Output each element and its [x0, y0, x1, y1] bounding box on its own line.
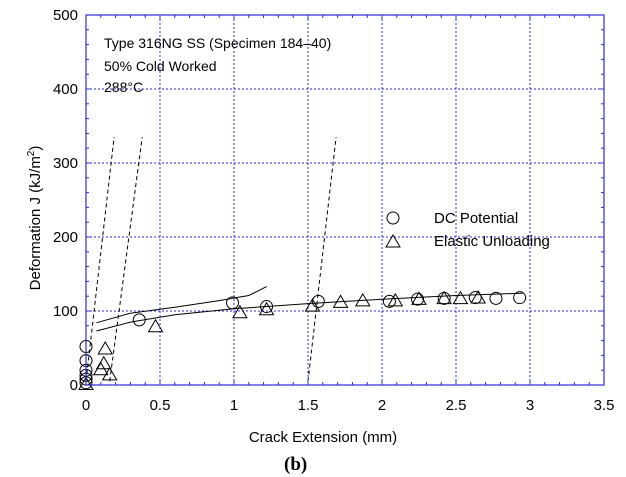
- data-markers: [78, 289, 527, 391]
- y-tick-label: 400: [53, 81, 78, 98]
- elastic-unloading-point: [97, 341, 114, 355]
- y-tick-label: 0: [70, 377, 78, 394]
- elastic-unloading-point: [101, 366, 118, 381]
- elastic-unloading-point: [258, 301, 275, 316]
- y-tick-label: 100: [53, 303, 78, 320]
- dc-potential-point: [468, 291, 482, 305]
- fit-curves: [85, 137, 523, 382]
- elastic-unloading-point: [95, 355, 112, 370]
- legend-circle-marker: [386, 211, 400, 225]
- x-tick-label: 1: [230, 397, 238, 414]
- elastic-unloading-point: [411, 291, 427, 305]
- x-tick-label: 2: [378, 397, 386, 414]
- dc-potential-point: [226, 296, 240, 310]
- dc-potential-point: [411, 292, 425, 306]
- y-tick-label: 500: [53, 7, 78, 24]
- elastic-unloading-point: [78, 376, 94, 391]
- dc-potential-point: [132, 313, 146, 327]
- annotation-material: Type 316NG SS (Specimen 184–40): [104, 35, 331, 51]
- y-axis-title-superscript: 2: [26, 150, 37, 156]
- x-tick-label: 2.5: [446, 397, 467, 414]
- dc-potential-point: [311, 294, 325, 308]
- dc-potential-point: [260, 300, 274, 314]
- elastic-unloading-point: [232, 304, 248, 319]
- offset-line: [109, 137, 143, 382]
- x-axis-title: Crack Extension (mm): [249, 429, 397, 446]
- elastic-unloading-point: [354, 292, 371, 307]
- fit-curve: [96, 286, 267, 324]
- offset-line: [307, 137, 337, 382]
- elastic-unloading-point: [452, 290, 469, 305]
- elastic-unloading-point: [436, 290, 453, 305]
- fit-curve: [96, 292, 523, 332]
- annotation-cold-work: 50% Cold Worked: [104, 58, 217, 74]
- elastic-unloading-point: [147, 318, 164, 333]
- elastic-unloading-point: [387, 292, 404, 307]
- dc-potential-point: [489, 291, 503, 305]
- elastic-unloading-point: [304, 298, 321, 312]
- offset-line: [85, 137, 115, 382]
- y-axis-title-main: Deformation J (kJ/m: [27, 156, 44, 290]
- legend: DC Potential Elastic Unloading: [385, 210, 550, 250]
- y-axis-title-end: ): [27, 146, 44, 151]
- y-axis-title: Deformation J (kJ/m2): [26, 146, 44, 291]
- legend-label-elastic-unloading: Elastic Unloading: [434, 233, 550, 250]
- elastic-unloading-point: [332, 294, 349, 308]
- legend-label-dc-potential: DC Potential: [434, 210, 518, 227]
- dc-potential-point: [382, 294, 396, 308]
- x-tick-label: 0: [82, 397, 90, 414]
- legend-triangle-marker: [385, 234, 401, 248]
- grid-lines: [86, 15, 604, 385]
- panel-label: (b): [284, 454, 307, 475]
- y-tick-label: 200: [53, 229, 78, 246]
- annotation-temperature: 288°C: [104, 79, 143, 95]
- elastic-unloading-point: [470, 289, 487, 304]
- x-tick-label: 0.5: [150, 397, 171, 414]
- y-tick-label: 300: [53, 155, 78, 172]
- x-tick-label: 3: [526, 397, 534, 414]
- plot-frame: [85, 14, 605, 386]
- axis-ticks: 0 0.5 1 1.5 2 2.5 3 3.5 0 100 200 300 400 500: [53, 7, 614, 414]
- dc-potential-point: [513, 291, 527, 305]
- x-tick-label: 1.5: [298, 397, 319, 414]
- x-tick-label: 3.5: [594, 397, 615, 414]
